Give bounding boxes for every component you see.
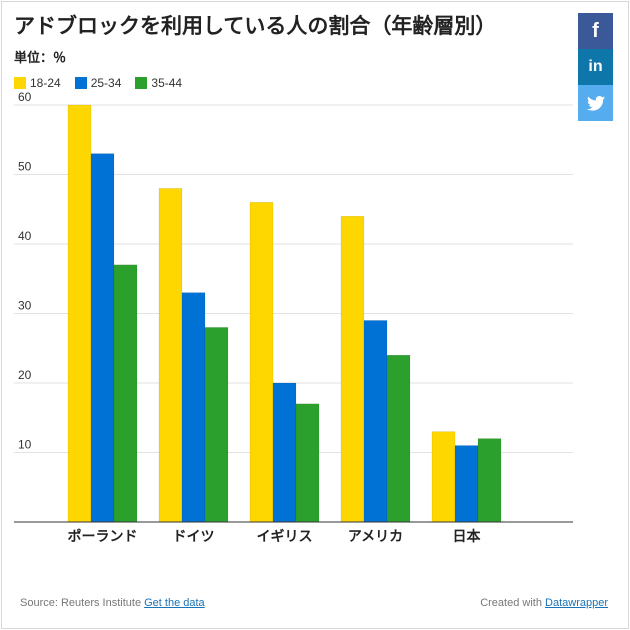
chart-title: アドブロックを利用している人の割合（年齢層別） [14, 14, 497, 38]
twitter-icon [586, 95, 605, 111]
bar [386, 354, 411, 523]
linkedin-share-button[interactable]: in [578, 49, 613, 85]
y-tick-label: 50 [18, 160, 32, 174]
facebook-share-button[interactable]: f [578, 13, 613, 49]
x-tick-label: アメリカ [348, 529, 403, 545]
linkedin-icon: in [588, 58, 603, 75]
legend-label-35-44: 35-44 [151, 76, 183, 90]
legend-item-35-44: 35-44 [135, 76, 182, 90]
source-text: Source: Reuters Institute [20, 597, 142, 609]
y-tick-label: 20 [18, 368, 32, 382]
bar [90, 153, 115, 523]
bar [158, 188, 183, 523]
facebook-icon: f [592, 19, 599, 42]
bar [67, 104, 92, 523]
bar [204, 327, 229, 523]
legend: 18-24 25-34 35-44 [14, 76, 182, 90]
legend-item-18-24: 18-24 [14, 76, 61, 90]
y-tick-label: 30 [18, 299, 32, 313]
bar [340, 215, 365, 523]
legend-swatch-25-34 [74, 77, 87, 89]
bar [477, 438, 502, 523]
unit-label: 単位：％ [14, 51, 67, 66]
x-tick-label: 日本 [453, 528, 482, 545]
bar [295, 403, 320, 523]
twitter-share-button[interactable] [578, 85, 613, 121]
bar [363, 320, 388, 523]
footer-credit: Created with Datawrapper [480, 597, 608, 609]
datawrapper-link[interactable]: Datawrapper [545, 597, 608, 609]
bar [454, 445, 479, 523]
x-tick-label: ドイツ [173, 529, 215, 545]
bar [249, 202, 274, 523]
legend-label-25-34: 25-34 [90, 76, 122, 90]
bar [431, 431, 456, 523]
x-tick-label: ポーランド [68, 528, 138, 545]
bar [272, 382, 297, 523]
bar [113, 264, 138, 523]
y-tick-label: 60 [18, 90, 32, 104]
footer-source: Source: Reuters Institute Get the data [20, 597, 205, 609]
legend-swatch-35-44 [135, 77, 148, 89]
x-tick-label: イギリス [257, 528, 313, 545]
y-tick-label: 40 [18, 229, 32, 243]
legend-swatch-18-24 [14, 77, 26, 89]
bar [181, 292, 206, 523]
legend-label-18-24: 18-24 [30, 76, 61, 90]
get-data-link[interactable]: Get the data [144, 597, 205, 609]
created-with-text: Created with [480, 597, 542, 609]
legend-item-25-34: 25-34 [74, 76, 122, 90]
y-tick-label: 10 [18, 438, 32, 452]
